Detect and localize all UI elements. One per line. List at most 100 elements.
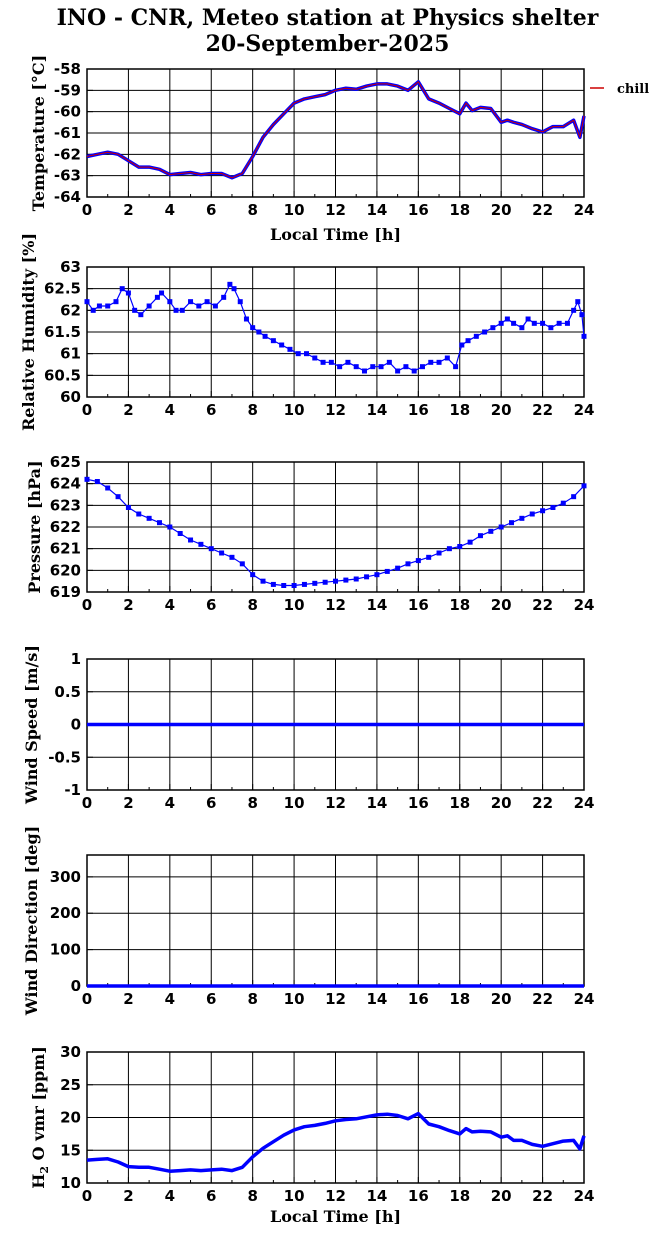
panel3-data-point	[353, 576, 359, 582]
panel3-data-point	[156, 520, 162, 526]
panel3-data-point	[488, 528, 494, 534]
panel3-data-point	[167, 524, 173, 530]
panel2-data-point	[227, 281, 233, 287]
panel3-data-point	[239, 561, 245, 567]
panel1-xtick-label: 22	[532, 201, 553, 219]
panel3-data-point	[364, 574, 370, 580]
panel2-ytick-label: 63	[60, 258, 81, 276]
panel2-data-point	[482, 329, 488, 335]
panel3-data-point	[250, 572, 256, 578]
panel3-data-point	[384, 568, 390, 574]
panel2-data-point	[159, 290, 165, 296]
panel2-data-point	[353, 364, 359, 370]
panel3-data-point	[270, 581, 276, 587]
panel6-xtick-label: 22	[532, 1187, 553, 1205]
panel5-xtick-label: 12	[325, 990, 346, 1008]
panel2-data-point	[579, 312, 585, 318]
panel6-ytick-label: 10	[60, 1174, 81, 1192]
panel2-data-point	[84, 299, 90, 305]
panel3-xtick-label: 18	[449, 596, 470, 614]
panel3-data-point	[457, 544, 463, 549]
panel2-xtick-label: 8	[247, 401, 257, 419]
panel3-data-point	[301, 581, 307, 587]
panel4-ylabel: Wind Speed [m/s]	[22, 645, 41, 805]
panel1-xtick-label: 18	[449, 201, 470, 219]
panel5-xtick-label: 20	[491, 990, 512, 1008]
panel3-data-point	[519, 515, 525, 521]
panel5-xtick-label: 16	[408, 990, 429, 1008]
panel4-xtick-label: 6	[206, 794, 216, 812]
panel5-xtick-label: 18	[449, 990, 470, 1008]
panel2-data-point	[132, 307, 138, 313]
chart-title: INO - CNR, Meteo station at Physics shel…	[56, 5, 599, 31]
panel1-xlabel: Local Time [h]	[270, 225, 401, 244]
panel3-xtick-label: 4	[165, 596, 175, 614]
panel3-data-point	[540, 508, 546, 514]
panel3-data-point	[291, 583, 297, 588]
panel2-data-point	[125, 290, 131, 296]
panel2-data-point	[204, 299, 210, 305]
panel4-xtick-label: 0	[82, 794, 92, 812]
panel2-data-point	[419, 364, 425, 370]
panel2-data-point	[428, 359, 434, 365]
panel6-xtick-label: 16	[408, 1187, 429, 1205]
panel2-ytick-label: 61.5	[44, 323, 81, 341]
panel6-ylabel: H2 O vmr [ppm]	[29, 1046, 51, 1189]
panel4-xtick-label: 2	[123, 794, 133, 812]
panel1-chill-line	[86, 81, 585, 179]
panel3-ylabel: Pressure [hPa]	[25, 460, 44, 593]
panel2-data-point	[237, 299, 243, 305]
panel2-xtick-label: 24	[574, 401, 595, 419]
panel4-xtick-label: 16	[408, 794, 429, 812]
panel2-data-point	[504, 316, 510, 322]
panel2-xtick-label: 14	[366, 401, 387, 419]
panel1-ytick-label: -60	[54, 103, 81, 121]
panel2-data-point	[548, 325, 554, 331]
panel2-data-point	[138, 312, 144, 318]
panel2-data-point	[243, 316, 249, 322]
panel6-ytick-label: 20	[60, 1109, 81, 1127]
panel3-data-point	[405, 561, 411, 567]
panel4-xtick-label: 22	[532, 794, 553, 812]
panel4-xtick-label: 12	[325, 794, 346, 812]
panel3-data-point	[219, 550, 225, 556]
panel2-data-point	[167, 299, 173, 305]
panel1-xtick-label: 12	[325, 201, 346, 219]
panel3-data-point	[146, 515, 152, 521]
panel2-xtick-label: 6	[206, 401, 216, 419]
panel6-ytick-label: 15	[60, 1141, 81, 1159]
panel3-data-point	[581, 483, 587, 489]
panel2-data-point	[370, 364, 376, 370]
panel1-xtick-label: 0	[82, 201, 92, 219]
panel1-ytick-label: -61	[54, 124, 81, 142]
panel2-data-point	[119, 286, 125, 292]
panel5-ytick-label: 100	[50, 941, 81, 959]
panel3-ytick-label: 625	[50, 453, 81, 471]
panel3-xtick-label: 12	[325, 596, 346, 614]
panel1-xtick-label: 4	[165, 201, 175, 219]
panel2-data-point	[90, 307, 96, 313]
panel2-data-point	[231, 286, 237, 292]
panel2-data-point	[411, 368, 417, 374]
panel3-xtick-label: 22	[532, 596, 553, 614]
panel2-data-point	[519, 325, 525, 331]
panel2-data-point	[295, 351, 301, 357]
panel2-ytick-label: 60	[60, 388, 81, 406]
panel2-xtick-label: 10	[284, 401, 305, 419]
panel5-xtick-label: 8	[247, 990, 257, 1008]
panel3-data-point	[395, 565, 401, 571]
panel3-data-point	[281, 583, 287, 588]
panel2-data-point	[540, 320, 546, 326]
panel2-data-point	[564, 320, 570, 326]
panel4-xtick-label: 18	[449, 794, 470, 812]
panel2-data-point	[96, 303, 102, 309]
panel2-xtick-label: 20	[491, 401, 512, 419]
panel3-data-point	[105, 485, 111, 491]
panel3-data-point	[312, 580, 318, 586]
panel6-xtick-label: 18	[449, 1187, 470, 1205]
panel2-data-point	[328, 359, 334, 365]
panel2-data-point	[465, 338, 471, 344]
panel3-data-point	[415, 558, 421, 564]
panel5-xtick-label: 2	[123, 990, 133, 1008]
